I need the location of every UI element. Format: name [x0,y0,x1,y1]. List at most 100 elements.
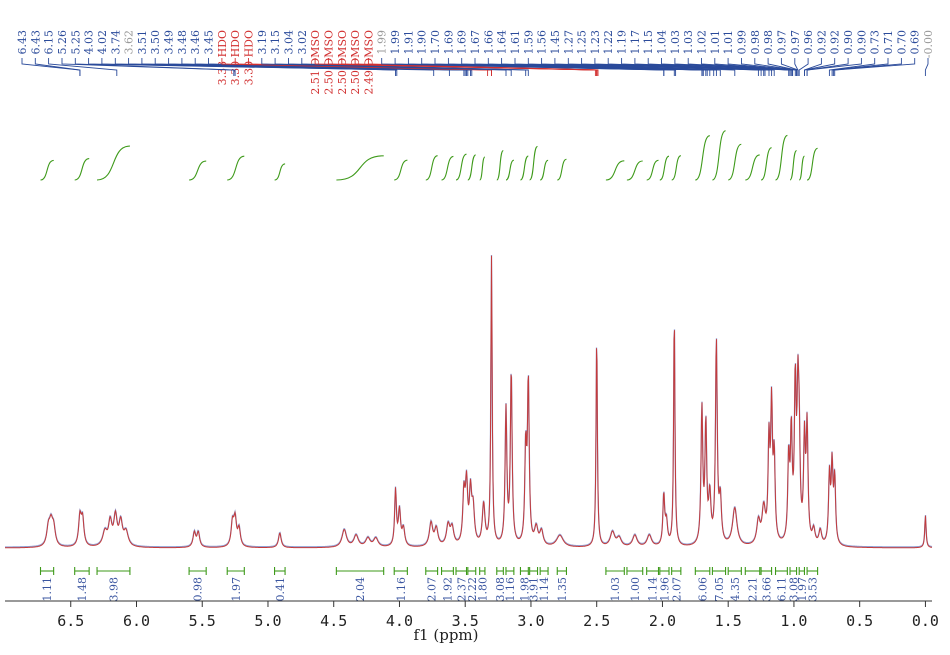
integral-value-label: 0.41 [274,577,287,602]
peak-shift-label: 5.26 [56,30,69,55]
integral-bar: 1.00 [626,567,644,602]
integral-bar: 3.08 [494,567,507,602]
peak-shift-label: 1.66 [482,30,495,55]
peak-shift-label: 3.19 [256,30,269,55]
x-tick-label: 1.5 [715,612,742,630]
integral-bar: 1.14 [646,567,660,602]
integral-value-label: 1.96 [658,577,671,602]
integral-curve [336,155,384,181]
peak-shift-label: 4.03 [83,30,96,55]
integral-curve [774,134,788,181]
peak-shift-label: 3.33 HDO [216,30,229,85]
integral-bar: 2.04 [335,567,385,602]
peak-shift-label: 6.43 [16,30,29,55]
peak-shift-label: 3.74 [109,30,122,55]
integral-curve [727,143,742,181]
peak-shift-label: 0.90 [855,30,868,55]
peak-shift-label: 1.56 [536,30,549,55]
integral-value-label: 4.35 [729,577,742,602]
integral-bar: 1.16 [393,567,408,602]
integral-bar: 1.96 [658,567,671,602]
integral-bar: 3.53 [806,567,819,602]
integral-value-label: 2.37 [455,577,468,602]
integral-value-label: 7.05 [713,577,726,602]
integral-value-label: 3.66 [760,577,773,602]
peak-shift-label: 1.99 [389,30,402,55]
peak-shift-label: 3.49 [163,30,176,55]
peak-connector [687,58,791,76]
peak-connector [831,58,889,76]
integral-curve [96,145,130,181]
integral-bar: 7.05 [711,567,727,602]
integral-value-label: 2.22 [466,577,479,602]
peak-shift-label: 0.96 [802,30,815,55]
integral-value-label: 1.92 [441,577,454,602]
peak-shift-label: 1.04 [656,30,669,55]
peak-shift-label: 0.99 [735,30,748,55]
peak-shift-label: 0.92 [829,30,842,55]
peak-connector [741,58,796,76]
integral-curve [695,135,711,181]
integral-curve [394,159,408,181]
integral-value-label: 0.98 [192,577,205,602]
x-tick-label: 4.5 [320,612,347,630]
peak-shift-label: -0.00 [922,30,935,58]
integral-curve [529,145,539,181]
integral-value-label: 1.14 [647,577,660,602]
peak-shift-label: 1.02 [696,30,709,55]
integral-curve [557,158,567,181]
peak-shift-label: 1.91 [402,30,415,55]
peak-connector [301,58,529,76]
peak-connector [798,58,809,76]
peak-shift-label: 6.43 [29,30,42,55]
peak-shift-label: 3.04 [282,30,295,55]
peak-shift-label: 3.30 HDO [243,30,256,85]
x-tick-label: 5.5 [189,612,216,630]
integral-curve [605,160,625,181]
peak-connector [924,58,929,76]
peak-shift-label: 1.61 [509,30,522,55]
integral-value-label: 1.98 [518,577,531,602]
peak-shift-label: 1.70 [429,30,442,55]
integral-value-label: 2.04 [354,577,367,602]
peak-shift-label: 1.22 [602,30,615,55]
peak-shift-label: 1.15 [642,30,655,55]
peak-connector [48,58,118,76]
peak-shift-label: 1.99 [376,30,389,55]
peak-connector [804,58,836,76]
integral-bar: 3.08 [787,567,800,602]
peak-shift-label: 1.69 [442,30,455,55]
integral-curve [188,160,207,181]
peak-shift-label: 6.15 [43,30,56,55]
peak-shift-label: 1.45 [549,30,562,55]
integral-bar: 1.80 [476,567,489,602]
peak-shift-label: 2.50 DMSO [322,30,335,95]
integral-value-label: 1.97 [796,577,809,602]
integral-curve [539,159,549,181]
peak-shift-label: 2.51 DMSO [309,30,322,95]
integral-curve [520,155,529,181]
peak-shift-label: 1.01 [709,30,722,55]
peak-shift-label: 1.90 [416,30,429,55]
peak-connector [834,58,916,76]
peak-connector [794,58,799,76]
peak-labels-group: 6.43 6.43 6.15 5.26 5.25 4.03 4.02 3.74 3.62 3.51… [16,30,935,95]
integral-curve [496,150,504,181]
peak-shift-label: 3.50 [149,30,162,55]
peak-shift-label: 1.01 [722,30,735,55]
peak-connector [727,58,794,76]
peak-shift-label: 3.45 [203,30,216,55]
peak-shift-label: 1.03 [682,30,695,55]
integral-bars-group: 1.11 1.48 3.98 0.98 1.97 0.41 2.04 1.16 2.07 1.92… [39,567,819,602]
peak-connector [701,58,792,76]
x-tick-label: 4.0 [386,612,413,630]
integral-bar: 1.48 [74,567,90,602]
x-tick-label: 1.0 [780,612,807,630]
peak-connector [21,58,81,76]
peak-shift-label: 3.15 [269,30,282,55]
peak-shift-label: 1.64 [496,30,509,55]
peak-shift-label: 3.51 [136,30,149,55]
peak-shift-label: 0.90 [842,30,855,55]
integral-curve [479,156,486,181]
integral-curve [806,147,818,181]
